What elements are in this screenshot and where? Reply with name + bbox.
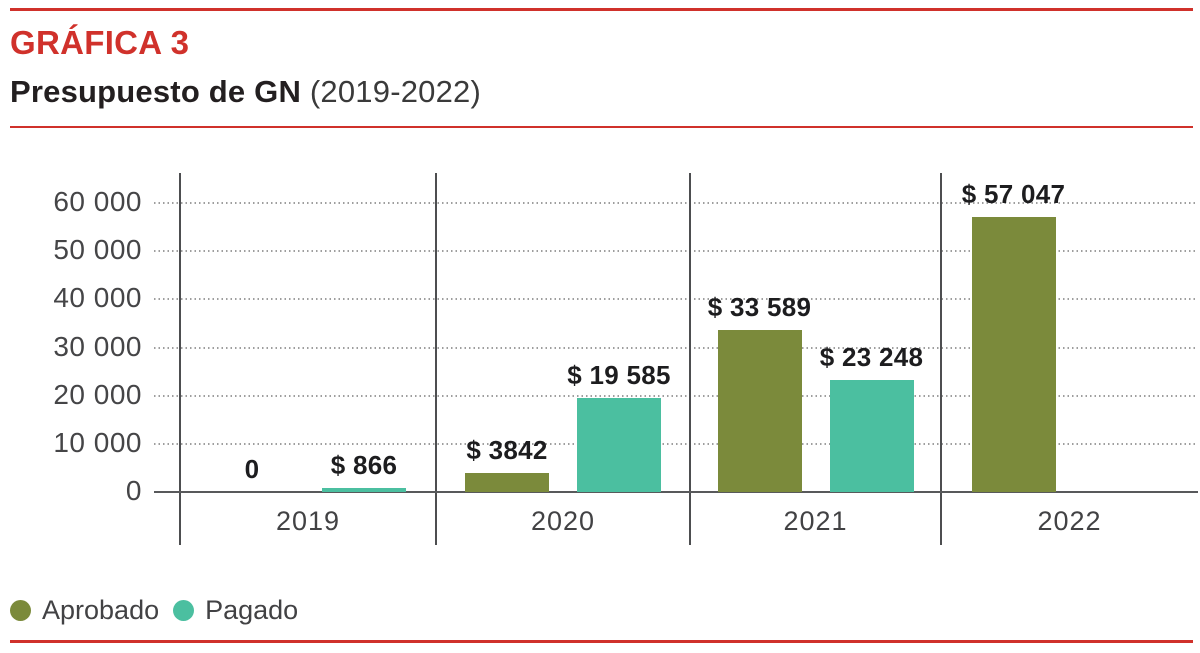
bar-aprobado-2020 <box>465 473 549 492</box>
chart-title: Presupuesto de GN (2019-2022) <box>10 74 481 110</box>
chart-title-suffix: (2019-2022) <box>309 74 482 109</box>
ytick-label-0: 0 <box>125 475 142 506</box>
separator-1 <box>435 173 437 545</box>
ytick-label-20000: 20 000 <box>53 378 142 410</box>
legend-label-aprobado: Aprobado <box>42 595 160 625</box>
top-rule <box>10 8 1193 11</box>
separator-0 <box>179 173 181 545</box>
value-label-aprobado-2019: 0 <box>244 454 260 484</box>
separator-2 <box>689 173 691 545</box>
ytick-label-40000: 40 000 <box>53 282 142 314</box>
value-label-pagado-2020: $ 19 585 <box>567 359 671 390</box>
year-label-2022: 2022 <box>1037 506 1102 536</box>
gridline-60000 <box>154 202 1198 204</box>
legend-item-pagado: Pagado <box>173 595 298 626</box>
year-label-2019: 2019 <box>275 506 341 536</box>
gridline-20000 <box>154 394 1198 397</box>
bottom-rule <box>10 640 1193 643</box>
chart-kicker: GRÁFICA 3 <box>10 24 190 61</box>
gridline-50000 <box>154 250 1198 253</box>
value-label-pagado-2021: $ 23 248 <box>819 342 924 373</box>
bar-pagado-2019 <box>322 487 406 492</box>
bar-pagado-2021 <box>829 380 914 492</box>
legend-item-aprobado: Aprobado <box>10 595 159 626</box>
value-label-aprobado-2020: $ 3842 <box>466 435 548 466</box>
separator-3 <box>940 173 942 545</box>
bar-pagado-2020 <box>577 397 661 492</box>
year-label-2021: 2021 <box>783 506 848 536</box>
aprobado-dot-icon <box>10 600 31 621</box>
chart-legend: Aprobado Pagado <box>10 595 298 626</box>
pagado-dot-icon <box>173 600 195 621</box>
ytick-label-60000: 60 000 <box>53 186 142 217</box>
value-label-pagado-2019: $ 866 <box>330 449 398 480</box>
value-label-aprobado-2021: $ 33 589 <box>707 292 812 323</box>
bar-aprobado-2021 <box>717 330 802 492</box>
gridline-40000 <box>154 298 1198 301</box>
chart-title-main: Presupuesto de GN <box>10 74 302 109</box>
legend-label-pagado: Pagado <box>205 595 299 625</box>
bar-aprobado-2022 <box>971 217 1056 492</box>
ytick-label-50000: 50 000 <box>53 234 142 266</box>
gridline-10000 <box>154 442 1198 445</box>
gridline-30000 <box>154 346 1198 349</box>
ytick-label-30000: 30 000 <box>53 330 142 362</box>
year-label-2020: 2020 <box>530 506 596 536</box>
x-axis-baseline <box>154 491 1198 493</box>
title-divider-rule <box>10 126 1193 128</box>
value-label-aprobado-2022: $ 57 047 <box>961 179 1066 210</box>
ytick-label-10000: 10 000 <box>53 426 142 458</box>
